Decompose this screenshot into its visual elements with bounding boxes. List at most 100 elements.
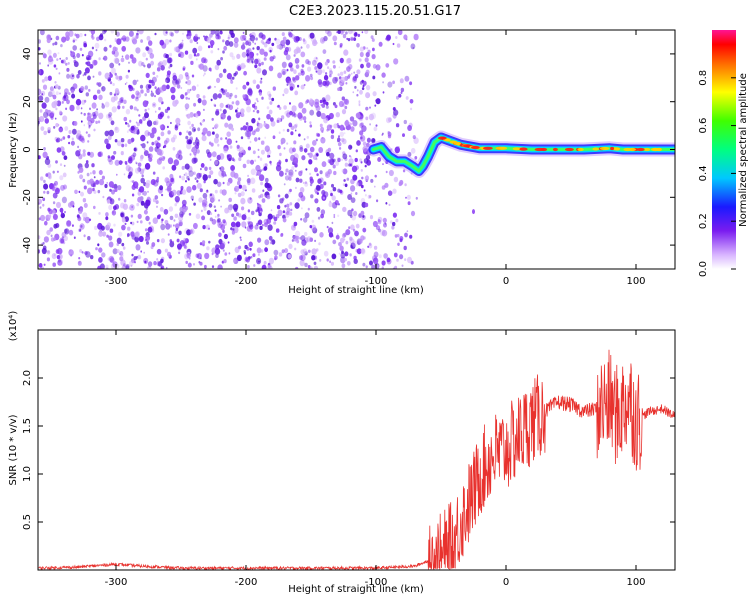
- noise-point: [262, 224, 264, 227]
- noise-point: [193, 128, 196, 132]
- noise-point: [68, 141, 71, 145]
- noise-point: [341, 263, 346, 269]
- noise-point: [359, 130, 364, 136]
- noise-point: [113, 205, 117, 211]
- noise-point: [398, 181, 402, 187]
- noise-point: [145, 83, 151, 90]
- noise-point: [264, 136, 267, 139]
- noise-point: [397, 146, 400, 149]
- noise-point: [168, 254, 171, 257]
- noise-point: [185, 81, 188, 84]
- noise-point: [188, 53, 193, 60]
- noise-point: [182, 32, 184, 35]
- noise-point: [250, 255, 253, 259]
- noise-point: [337, 137, 341, 142]
- noise-point: [218, 153, 225, 160]
- noise-point: [344, 251, 349, 257]
- noise-point: [332, 76, 338, 84]
- noise-point: [314, 65, 318, 71]
- noise-point: [347, 30, 353, 35]
- noise-point: [338, 66, 341, 69]
- noise-point: [325, 72, 328, 75]
- noise-point: [283, 105, 287, 110]
- noise-point: [260, 140, 265, 145]
- noise-point: [393, 58, 399, 65]
- noise-point: [247, 88, 253, 96]
- noise-point: [323, 191, 329, 198]
- noise-point: [286, 128, 290, 133]
- noise-point: [157, 136, 161, 141]
- noise-point: [55, 67, 58, 71]
- noise-point: [74, 189, 78, 194]
- noise-point: [83, 99, 87, 103]
- y-tick-label: 40: [22, 48, 33, 61]
- noise-point: [362, 141, 367, 146]
- noise-point: [222, 249, 225, 252]
- noise-point: [186, 34, 189, 37]
- noise-point: [134, 167, 140, 174]
- noise-point: [260, 193, 264, 198]
- noise-point: [105, 143, 111, 150]
- noise-point: [178, 131, 182, 136]
- noise-point: [373, 251, 379, 258]
- noise-point: [209, 170, 214, 176]
- noise-point: [226, 206, 232, 213]
- noise-point: [65, 107, 68, 111]
- x-tick-label: -200: [235, 276, 258, 287]
- noise-point: [96, 36, 100, 42]
- noise-point: [149, 132, 155, 139]
- noise-point: [43, 147, 46, 151]
- noise-point: [298, 191, 304, 198]
- noise-point: [222, 172, 225, 175]
- noise-point: [184, 172, 188, 177]
- snr-y-axis: 0.51.01.52.0: [22, 370, 675, 530]
- noise-point: [286, 83, 289, 87]
- noise-point: [350, 224, 355, 231]
- noise-point: [378, 41, 383, 47]
- noise-point: [132, 152, 137, 157]
- ridge-hotspot: [592, 147, 599, 151]
- noise-point: [309, 183, 313, 187]
- noise-point: [121, 224, 126, 231]
- noise-point: [355, 112, 361, 119]
- noise-point: [202, 174, 208, 181]
- noise-point: [108, 204, 113, 211]
- noise-point: [240, 34, 246, 42]
- noise-point: [400, 87, 405, 93]
- noise-point: [217, 143, 220, 147]
- noise-point: [404, 183, 407, 187]
- noise-point: [138, 235, 144, 243]
- noise-point: [204, 252, 210, 260]
- noise-point: [262, 189, 265, 192]
- noise-point: [233, 42, 239, 48]
- noise-point: [79, 174, 84, 180]
- colorbar-ticks: 0.00.20.40.60.8: [698, 70, 736, 277]
- noise-point: [125, 74, 129, 79]
- noise-point: [210, 30, 216, 35]
- noise-point: [128, 156, 133, 162]
- noise-point: [108, 112, 113, 117]
- noise-point: [131, 57, 137, 64]
- noise-point: [161, 218, 164, 222]
- noise-point: [365, 116, 369, 121]
- noise-point: [282, 217, 287, 223]
- noise-point: [68, 229, 74, 236]
- noise-point: [47, 75, 52, 81]
- noise-point: [290, 67, 294, 72]
- noise-point: [47, 250, 50, 253]
- noise-point: [247, 197, 253, 204]
- noise-point: [286, 207, 291, 213]
- noise-point: [331, 195, 336, 201]
- noise-point: [87, 50, 94, 58]
- noise-point: [245, 125, 251, 132]
- noise-point: [154, 110, 157, 113]
- noise-point: [112, 248, 118, 255]
- noise-point: [64, 88, 69, 95]
- noise-point: [385, 63, 390, 68]
- noise-point: [327, 30, 332, 37]
- noise-point: [295, 177, 300, 183]
- noise-point: [210, 196, 216, 203]
- noise-point: [249, 34, 256, 42]
- noise-point: [146, 241, 149, 245]
- noise-point: [133, 106, 137, 111]
